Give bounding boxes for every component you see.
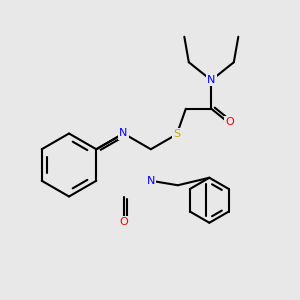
Text: N: N [147, 176, 155, 186]
Text: S: S [173, 129, 180, 139]
Text: O: O [119, 217, 128, 227]
Text: N: N [207, 75, 215, 85]
Text: O: O [226, 117, 234, 127]
Text: N: N [119, 128, 128, 139]
